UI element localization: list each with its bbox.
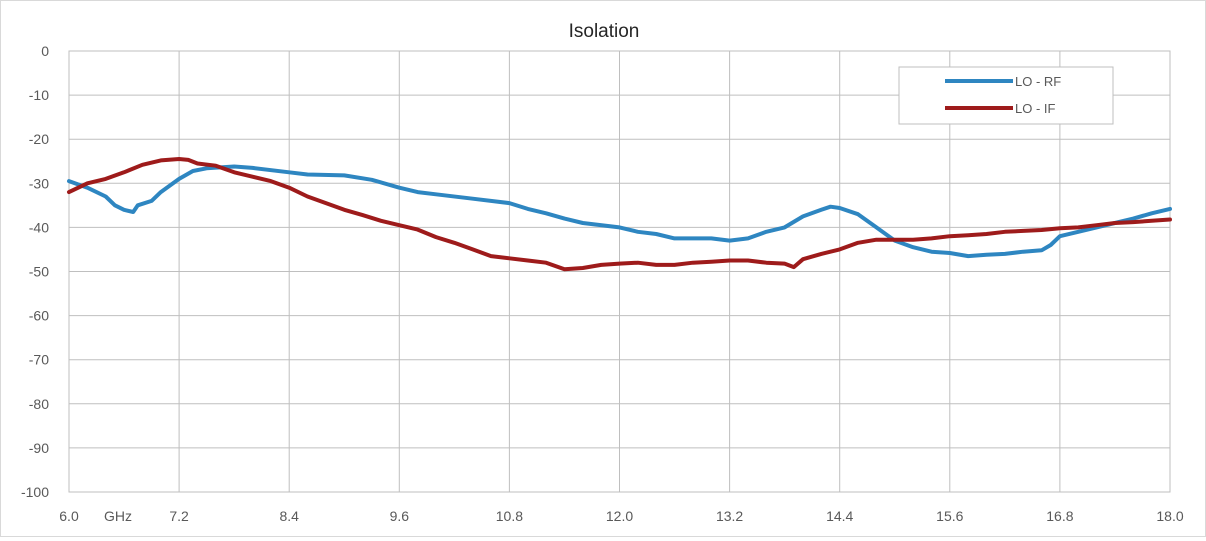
x-tick-label: 6.0 xyxy=(59,508,79,524)
y-tick-label: -30 xyxy=(29,175,49,191)
gridlines xyxy=(68,50,1171,493)
x-tick-label: 18.0 xyxy=(1156,508,1183,524)
y-tick-label: -50 xyxy=(29,264,49,280)
legend: LO - RF LO - IF xyxy=(898,66,1114,125)
y-tick-label: 0 xyxy=(41,43,49,59)
x-tick-label: 12.0 xyxy=(606,508,633,524)
y-tick-label: -80 xyxy=(29,396,49,412)
x-tick-label: 15.6 xyxy=(936,508,963,524)
y-tick-label: -10 xyxy=(29,87,49,103)
x-tick-labels: 6.0 7.2 8.4 9.6 10.8 12.0 13.2 14.4 15.6 16.8 18.0 xyxy=(59,508,1184,524)
x-tick-label: 8.4 xyxy=(279,508,299,524)
legend-label-lo-rf: LO - RF xyxy=(1015,74,1061,89)
y-tick-label: -70 xyxy=(29,352,49,368)
chart-title: Isolation xyxy=(569,21,640,42)
series-line-lo-rf xyxy=(67,164,1172,259)
y-tick-label: -90 xyxy=(29,440,49,456)
x-tick-label: 16.8 xyxy=(1046,508,1073,524)
y-tick-labels: 0 -10 -20 -30 -40 -50 -60 -70 -80 -90 -100 xyxy=(21,43,49,500)
y-tick-label: -100 xyxy=(21,484,49,500)
x-unit-label: GHz xyxy=(104,508,132,524)
x-tick-label: 13.2 xyxy=(716,508,743,524)
x-tick-label: 7.2 xyxy=(169,508,189,524)
y-tick-label: -60 xyxy=(29,308,49,324)
x-tick-label: 14.4 xyxy=(826,508,853,524)
legend-box xyxy=(898,66,1114,125)
x-tick-label: 10.8 xyxy=(496,508,523,524)
series-lines xyxy=(67,157,1172,272)
x-tick-label: 9.6 xyxy=(390,508,410,524)
legend-label-lo-if: LO - IF xyxy=(1015,101,1056,116)
y-tick-label: -40 xyxy=(29,219,49,235)
plot-area-border xyxy=(68,50,1171,493)
y-tick-label: -20 xyxy=(29,131,49,147)
series-line-lo-if xyxy=(67,157,1172,272)
